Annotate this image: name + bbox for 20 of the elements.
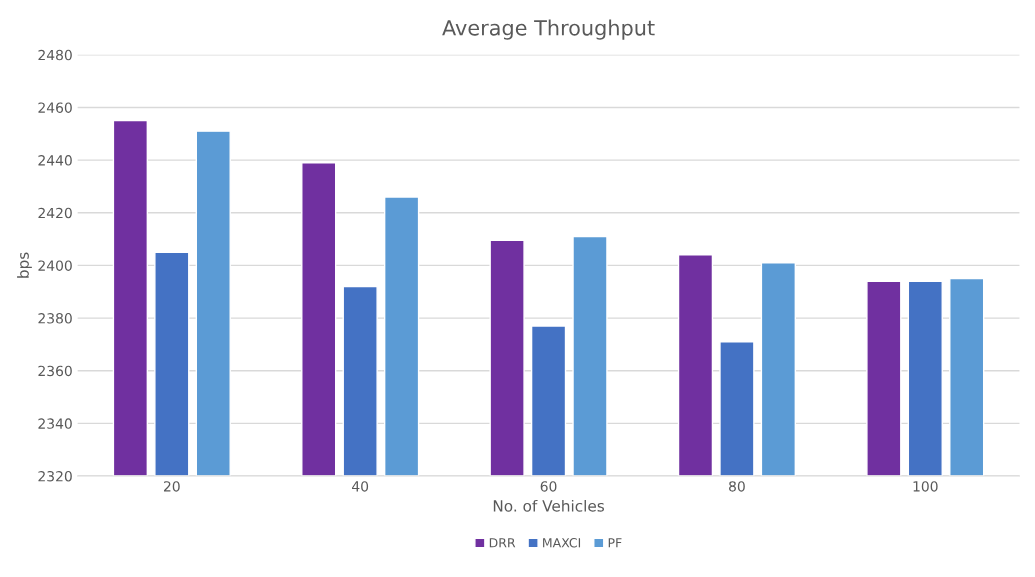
x-tick-label: 100 — [913, 481, 938, 492]
x-tick-label: 20 — [163, 481, 180, 492]
y-tick-label: 2440 — [38, 155, 72, 166]
y-tick-label: 2420 — [38, 207, 72, 219]
y-tick-label: 2460 — [38, 102, 72, 113]
x-tick-label: 40 — [352, 481, 369, 492]
y-tick-label: 2480 — [38, 49, 72, 61]
y-tick-label: 2400 — [38, 260, 72, 271]
y-tick-label: 2340 — [38, 418, 72, 429]
legend-label: MAXCI — [543, 538, 581, 548]
legend-label: PF — [608, 538, 622, 548]
x-tick-label: 80 — [729, 481, 745, 492]
x-tick-label: 60 — [540, 481, 557, 492]
chart-title: Average Throughput — [442, 19, 655, 40]
x-axis-title: No. of Vehicles — [493, 499, 604, 512]
y-axis-title: bps — [17, 252, 32, 278]
legend-label: DRR — [489, 538, 516, 548]
y-tick-label: 2360 — [38, 365, 72, 377]
y-tick-label: 2320 — [38, 470, 72, 482]
y-tick-label: 2380 — [38, 313, 72, 324]
